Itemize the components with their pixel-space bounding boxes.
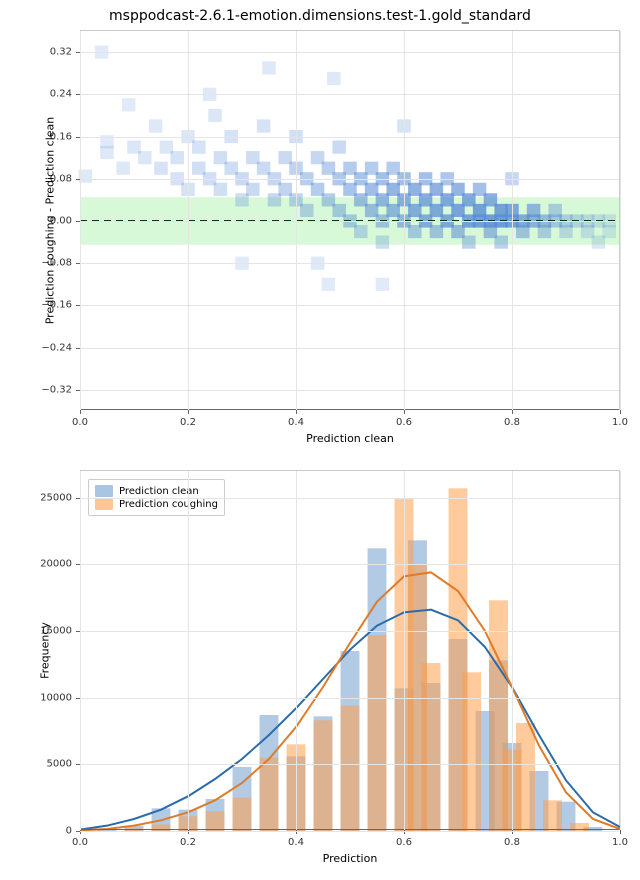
bottom-panel: Prediction cleanPrediction coughing 0.00… xyxy=(80,470,620,830)
legend-swatch xyxy=(95,485,113,497)
xtick-label: 0.8 xyxy=(504,837,520,848)
gridline xyxy=(80,348,619,349)
xtick-label: 0.4 xyxy=(288,417,304,428)
xtick-label: 1.0 xyxy=(612,417,628,428)
legend-label: Prediction clean xyxy=(119,486,199,497)
gridline xyxy=(80,698,619,699)
legend-item: Prediction coughing xyxy=(95,498,218,510)
gridline xyxy=(80,263,619,264)
spine xyxy=(80,409,619,410)
ytick-label: 0 xyxy=(66,826,72,837)
xtick-label: 0.6 xyxy=(396,837,412,848)
tick-mark xyxy=(512,410,513,414)
spine xyxy=(80,829,619,830)
top-ylabel: Prediction coughing - Prediction clean xyxy=(44,31,57,411)
tick-mark xyxy=(620,830,621,834)
gridline xyxy=(404,471,405,830)
bottom-plot-area: Prediction cleanPrediction coughing 0.00… xyxy=(80,470,620,830)
xtick-label: 0.2 xyxy=(180,837,196,848)
legend-item: Prediction clean xyxy=(95,485,218,497)
figure-title: msppodcast-2.6.1-emotion.dimensions.test… xyxy=(0,8,640,24)
tick-mark xyxy=(76,498,80,499)
gridline xyxy=(80,831,619,832)
tick-mark xyxy=(620,410,621,414)
tick-mark xyxy=(76,221,80,222)
gridline xyxy=(620,31,621,410)
tick-mark xyxy=(76,348,80,349)
tick-mark xyxy=(76,564,80,565)
gridline xyxy=(80,764,619,765)
tick-mark xyxy=(76,305,80,306)
top-plot-area: 0.00.20.40.60.81.0−0.32−0.24−0.16−0.080.… xyxy=(80,30,620,410)
top-xlabel: Prediction clean xyxy=(80,432,620,445)
gridline xyxy=(620,471,621,830)
xtick-label: 1.0 xyxy=(612,837,628,848)
gridline xyxy=(80,305,619,306)
xtick-label: 0.0 xyxy=(72,837,88,848)
tick-mark xyxy=(188,410,189,414)
figure: msppodcast-2.6.1-emotion.dimensions.test… xyxy=(0,0,640,880)
tick-mark xyxy=(76,831,80,832)
tick-mark xyxy=(76,764,80,765)
xtick-label: 0.2 xyxy=(180,417,196,428)
bottom-ylabel: Frequency xyxy=(39,471,52,831)
gridline xyxy=(296,471,297,830)
legend-label: Prediction coughing xyxy=(119,499,218,510)
gridline xyxy=(80,390,619,391)
tick-mark xyxy=(76,631,80,632)
top-panel: 0.00.20.40.60.81.0−0.32−0.24−0.16−0.080.… xyxy=(80,30,620,410)
gridline xyxy=(80,179,619,180)
xtick-label: 0.8 xyxy=(504,417,520,428)
tick-mark xyxy=(404,410,405,414)
gridline xyxy=(80,221,619,222)
tick-mark xyxy=(76,94,80,95)
gridline xyxy=(80,564,619,565)
tick-mark xyxy=(76,698,80,699)
tick-mark xyxy=(296,410,297,414)
gridline xyxy=(80,52,619,53)
gridline xyxy=(188,471,189,830)
tick-mark xyxy=(76,179,80,180)
tick-mark xyxy=(76,390,80,391)
gridline xyxy=(512,471,513,830)
tick-mark xyxy=(76,52,80,53)
legend-swatch xyxy=(95,498,113,510)
gridline xyxy=(80,498,619,499)
gridline xyxy=(80,94,619,95)
histogram-svg xyxy=(80,471,620,831)
tick-mark xyxy=(80,410,81,414)
xtick-label: 0.0 xyxy=(72,417,88,428)
gridline xyxy=(80,471,81,830)
xtick-label: 0.4 xyxy=(288,837,304,848)
gridline xyxy=(80,631,619,632)
gridline xyxy=(80,137,619,138)
bottom-xlabel: Prediction xyxy=(80,852,620,865)
tick-mark xyxy=(76,137,80,138)
tick-mark xyxy=(76,263,80,264)
xtick-label: 0.6 xyxy=(396,417,412,428)
